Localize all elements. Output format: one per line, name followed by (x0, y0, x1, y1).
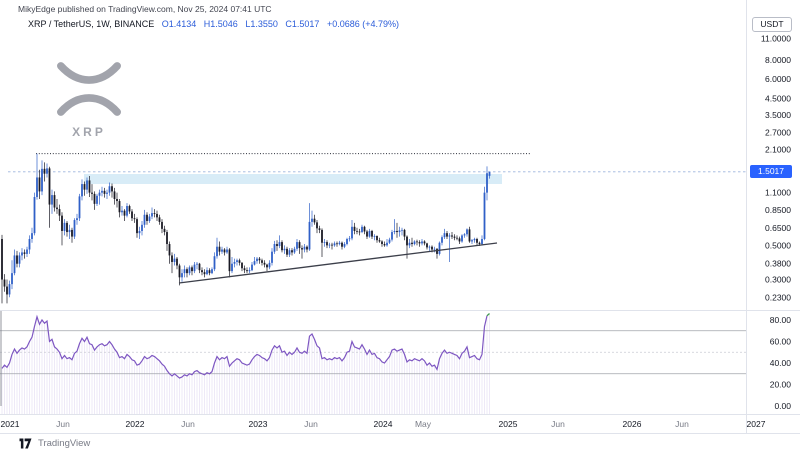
svg-text:0.5000: 0.5000 (765, 240, 791, 250)
svg-text:6.0000: 6.0000 (765, 74, 791, 84)
svg-text:20.00: 20.00 (770, 380, 792, 390)
svg-text:Jun: Jun (56, 419, 70, 429)
watermark-symbol-label: XRP (72, 125, 106, 139)
svg-text:0.3000: 0.3000 (765, 275, 791, 285)
svg-text:2022: 2022 (126, 419, 145, 429)
svg-text:2025: 2025 (499, 419, 518, 429)
svg-text:2027: 2027 (747, 419, 766, 429)
tradingview-logo-text[interactable]: TradingView (38, 438, 91, 449)
attribution-text: MikyEdge published on TradingView.com, N… (18, 4, 272, 14)
svg-text:1.1000: 1.1000 (765, 188, 791, 198)
svg-text:Jun: Jun (304, 419, 318, 429)
last-price-badge[interactable]: 1.5017 (750, 165, 792, 179)
symbol-title[interactable]: XRP / TetherUS, 1W, BINANCE (28, 19, 155, 29)
svg-text:0.00: 0.00 (774, 401, 791, 411)
xrp-logo-icon (57, 62, 121, 116)
svg-text:11.0000: 11.0000 (761, 34, 791, 44)
ohlc-low: L1.3550 (245, 19, 278, 29)
svg-text:2023: 2023 (249, 419, 268, 429)
ohlc-high: H1.5046 (203, 19, 238, 29)
svg-text:Jun: Jun (181, 419, 195, 429)
svg-text:60.00: 60.00 (770, 337, 792, 347)
svg-text:2026: 2026 (623, 419, 642, 429)
svg-text:80.00: 80.00 (770, 315, 792, 325)
currency-unit-button[interactable]: USDT (752, 17, 792, 32)
svg-text:3.5000: 3.5000 (765, 110, 791, 120)
svg-text:0.2300: 0.2300 (765, 292, 791, 302)
svg-text:8.0000: 8.0000 (765, 55, 791, 65)
svg-text:May: May (415, 419, 432, 429)
tradingview-logo-icon[interactable] (18, 438, 33, 449)
svg-text:0.3800: 0.3800 (765, 259, 791, 269)
svg-text:2021: 2021 (1, 419, 20, 429)
symbol-header: XRP / TetherUS, 1W, BINANCE O1.4134 H1.5… (28, 19, 399, 29)
svg-text:Jun: Jun (675, 419, 689, 429)
xrp-watermark: XRP (52, 60, 126, 139)
ohlc-open: O1.4134 (161, 19, 197, 29)
svg-text:2.7000: 2.7000 (765, 128, 791, 138)
tradingview-footer: TradingView (18, 438, 90, 449)
svg-text:2024: 2024 (374, 419, 393, 429)
svg-text:4.5000: 4.5000 (765, 93, 791, 103)
svg-text:2.1000: 2.1000 (765, 144, 791, 154)
svg-text:0.8500: 0.8500 (765, 205, 791, 215)
ohlc-close: C1.5017 (285, 19, 320, 29)
svg-text:0.6500: 0.6500 (765, 223, 791, 233)
svg-text:Jun: Jun (551, 419, 565, 429)
ohlc-change: +0.0686 (+4.79%) (326, 19, 399, 29)
svg-text:40.00: 40.00 (770, 358, 792, 368)
